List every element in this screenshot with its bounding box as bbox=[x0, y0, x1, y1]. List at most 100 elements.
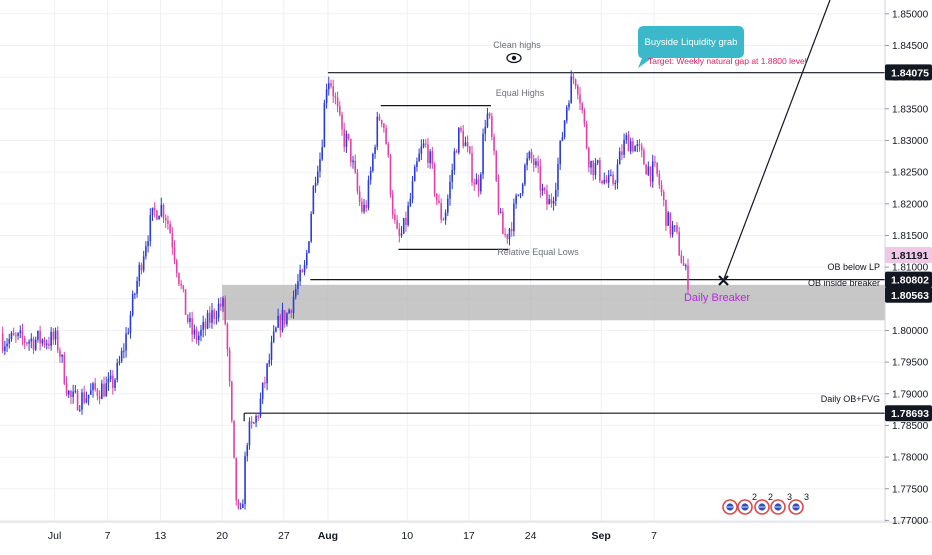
candle-body bbox=[446, 198, 449, 213]
candle-body bbox=[147, 241, 149, 247]
buyside-callout[interactable] bbox=[638, 26, 744, 68]
candle-body bbox=[120, 350, 123, 362]
candle-body bbox=[145, 246, 147, 257]
candle-body bbox=[347, 133, 350, 139]
candle-body bbox=[19, 330, 22, 334]
candle-body bbox=[67, 390, 70, 395]
candle-body bbox=[424, 143, 427, 145]
y-tick-label: 1.77500 bbox=[892, 484, 929, 495]
event-flag-icon bbox=[754, 499, 770, 515]
candle-body bbox=[149, 215, 152, 242]
candle-body bbox=[94, 383, 96, 390]
candle-body bbox=[160, 204, 163, 216]
candle-body bbox=[76, 390, 79, 411]
candle-body bbox=[59, 350, 61, 357]
candle-body bbox=[142, 256, 145, 271]
candle-body bbox=[643, 150, 645, 165]
candle-body bbox=[559, 140, 561, 165]
candle-body bbox=[343, 129, 346, 147]
eye-icon bbox=[506, 52, 522, 64]
candle-body bbox=[197, 335, 200, 341]
candle-body bbox=[290, 309, 293, 314]
candle-body bbox=[61, 354, 63, 357]
candle-body bbox=[475, 179, 478, 185]
candle-body bbox=[169, 223, 171, 234]
x-tick-label: Jul bbox=[48, 530, 61, 542]
candle-body bbox=[614, 182, 617, 184]
candle-body bbox=[235, 457, 238, 501]
candle-body bbox=[574, 79, 577, 86]
candle-body bbox=[568, 103, 570, 108]
price-tag: 1.78693 bbox=[885, 405, 932, 422]
candle-body bbox=[204, 322, 207, 329]
candle-body bbox=[554, 189, 557, 201]
candle-body bbox=[592, 160, 595, 176]
candle-body bbox=[451, 169, 453, 182]
candle-body bbox=[158, 215, 160, 220]
candle-body bbox=[563, 120, 566, 138]
candle-body bbox=[506, 234, 509, 239]
candle-body bbox=[537, 161, 539, 167]
candle-body bbox=[405, 218, 407, 225]
candle-body bbox=[131, 294, 134, 316]
candle-body bbox=[632, 141, 634, 152]
candle-body bbox=[74, 390, 77, 392]
candle-body bbox=[193, 329, 196, 335]
y-tick-label: 1.77000 bbox=[892, 516, 929, 527]
price-tag-label: 1.84075 bbox=[891, 67, 929, 79]
candle-body bbox=[444, 212, 447, 220]
candle-body bbox=[178, 272, 180, 285]
candle-body bbox=[277, 315, 279, 328]
candle-body bbox=[418, 153, 420, 162]
candle-body bbox=[416, 161, 418, 167]
candle-body bbox=[438, 200, 440, 203]
x-marker-icon bbox=[718, 275, 729, 286]
event-count-label: 2 bbox=[752, 492, 757, 502]
candle-body bbox=[594, 163, 597, 176]
candle-body bbox=[270, 341, 273, 360]
candle-body bbox=[23, 338, 26, 343]
candle-body bbox=[638, 144, 641, 147]
candle-body bbox=[660, 185, 663, 193]
candle-body bbox=[429, 151, 431, 164]
candle-body bbox=[41, 339, 44, 344]
price-tag-label: 1.81191 bbox=[891, 250, 929, 262]
candle-body bbox=[616, 164, 619, 183]
candle-body bbox=[127, 332, 130, 334]
candle-body bbox=[253, 422, 255, 424]
candle-body bbox=[92, 383, 94, 391]
x-tick-label: 17 bbox=[463, 530, 475, 542]
candle-body bbox=[15, 335, 17, 337]
candle-body bbox=[96, 389, 99, 397]
candle-body bbox=[462, 130, 465, 147]
candle-body bbox=[583, 110, 586, 124]
candle-body bbox=[21, 330, 24, 339]
candle-body bbox=[314, 183, 317, 187]
price-tag: 1.80802 bbox=[885, 271, 932, 288]
candle-body bbox=[541, 188, 544, 191]
daily-breaker-label: Daily Breaker bbox=[684, 292, 750, 304]
candle-body bbox=[358, 191, 361, 203]
candle-body bbox=[543, 188, 546, 191]
candle-body bbox=[581, 103, 584, 111]
candle-body bbox=[590, 160, 592, 168]
candle-body bbox=[528, 151, 531, 159]
price-tag-label: 1.78693 bbox=[891, 408, 929, 420]
candle-body bbox=[625, 135, 628, 140]
candle-body bbox=[321, 147, 323, 160]
candle-body bbox=[361, 202, 363, 212]
candle-body bbox=[391, 194, 394, 215]
candle-body bbox=[162, 204, 165, 218]
candle-body bbox=[112, 375, 114, 388]
y-tick-label: 1.79500 bbox=[892, 358, 929, 369]
x-tick-label: 24 bbox=[525, 530, 537, 542]
y-tick-label: 1.82000 bbox=[892, 199, 929, 210]
candle-body bbox=[502, 211, 504, 234]
candle-body bbox=[43, 339, 46, 345]
candle-body bbox=[17, 333, 19, 336]
candle-body bbox=[383, 123, 385, 128]
candle-body bbox=[658, 174, 661, 186]
candle-body bbox=[39, 330, 41, 344]
candle-body bbox=[665, 199, 667, 226]
